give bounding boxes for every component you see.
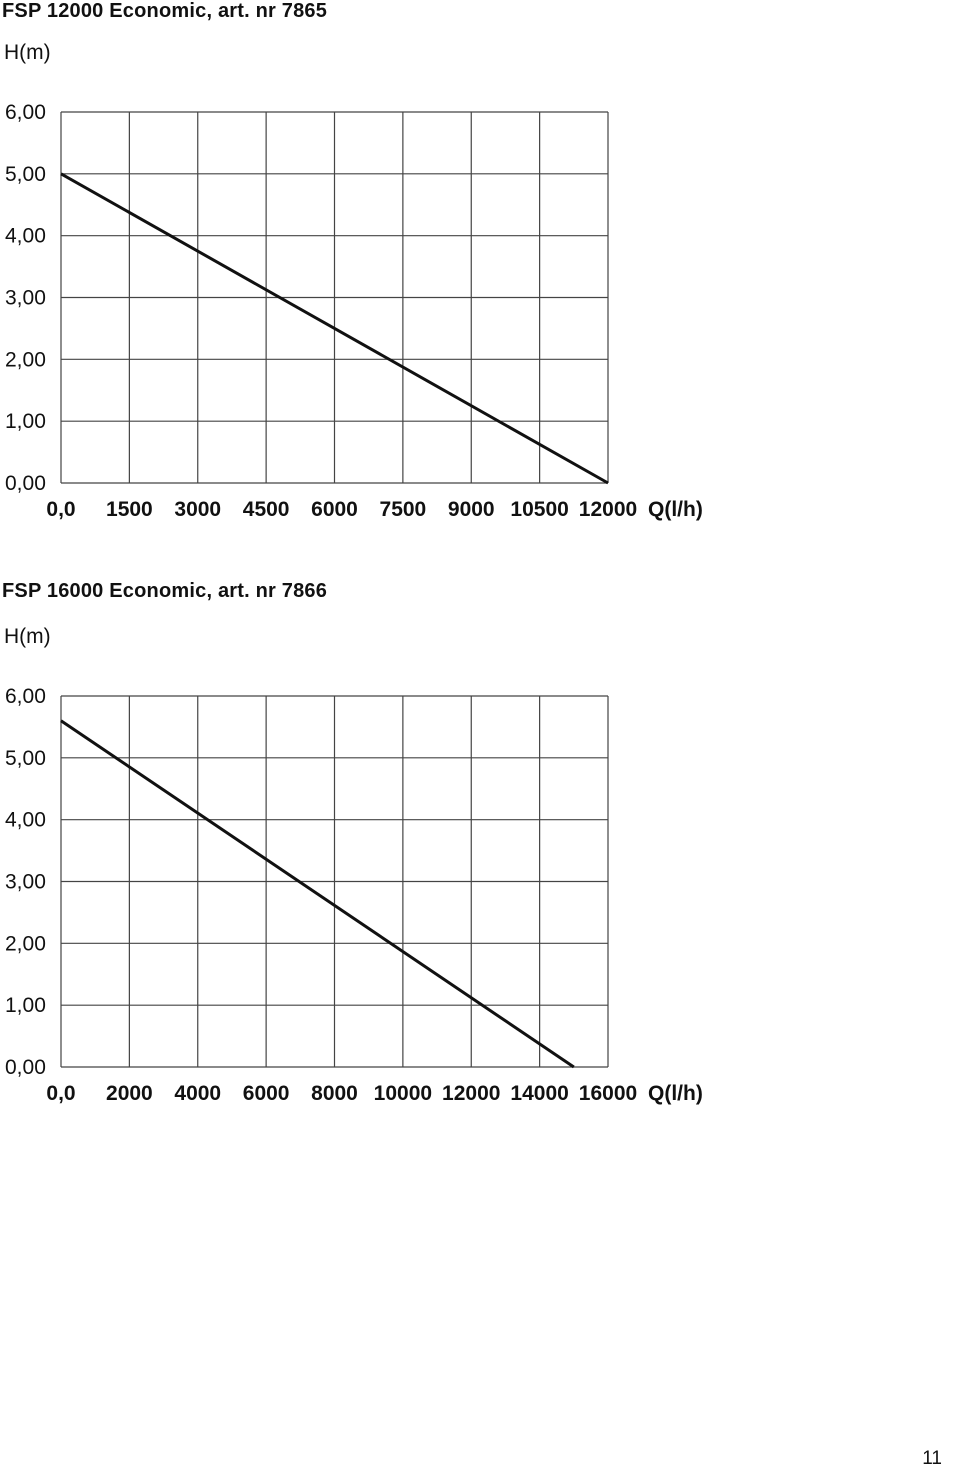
x-tick-label: 0,0 — [46, 498, 75, 521]
x-tick-label: 14000 — [510, 1082, 568, 1105]
y-tick-label: 1,00 — [5, 994, 46, 1017]
y-tick-label: 5,00 — [5, 163, 46, 186]
x-tick-label: 6000 — [243, 1082, 290, 1105]
x-tick-label: 2000 — [106, 1082, 153, 1105]
x-axis-label: Q(l/h) — [648, 1082, 703, 1105]
x-axis-label: Q(l/h) — [648, 498, 703, 521]
x-tick-label: 10000 — [374, 1082, 432, 1105]
chart-title: FSP 16000 Economic, art. nr 7866 — [2, 580, 328, 602]
y-tick-label: 2,00 — [5, 348, 46, 371]
x-tick-label: 8000 — [311, 1082, 358, 1105]
y-tick-label: 1,00 — [5, 410, 46, 433]
x-tick-label: 4000 — [174, 1082, 221, 1105]
chart-2-plot: H(m) 0,00 1,00 2,00 3,00 4,00 5,00 6,00 0,0 2000 4… — [4, 625, 703, 1105]
y-tick-label: 6,00 — [5, 101, 46, 124]
series-line — [60, 719, 575, 1069]
x-tick-label: 12000 — [442, 1082, 500, 1105]
x-tick-label: 12000 — [579, 498, 637, 521]
y-tick-label: 3,00 — [5, 871, 46, 894]
x-tick-label: 9000 — [448, 498, 495, 521]
x-tick-label: 1500 — [106, 498, 153, 521]
x-tick-label: 0,0 — [46, 1082, 75, 1105]
x-tick-label: 16000 — [579, 1082, 637, 1105]
x-tick-label: 6000 — [311, 498, 358, 521]
y-tick-label: 0,00 — [5, 472, 46, 495]
x-tick-label: 4500 — [243, 498, 290, 521]
x-tick-label: 7500 — [380, 498, 427, 521]
grid — [60, 111, 609, 484]
y-tick-label: 6,00 — [5, 685, 46, 708]
y-tick-label: 4,00 — [5, 809, 46, 832]
chart-title: FSP 12000 Economic, art. nr 7865 — [2, 0, 328, 22]
chart-1-plot: H(m) 0,00 1,00 2,00 3,00 4,00 5,00 6,00 0,0 1500 3… — [4, 41, 703, 521]
page-number: 11 — [922, 1448, 942, 1469]
y-tick-label: 0,00 — [5, 1056, 46, 1079]
y-tick-label: 4,00 — [5, 225, 46, 248]
x-tick-label: 10500 — [510, 498, 568, 521]
y-axis-label: H(m) — [4, 625, 51, 648]
y-tick-label: 2,00 — [5, 932, 46, 955]
y-axis-label: H(m) — [4, 41, 51, 64]
y-tick-label: 5,00 — [5, 747, 46, 770]
grid — [60, 695, 609, 1068]
x-tick-label: 3000 — [174, 498, 221, 521]
series-line — [60, 172, 609, 485]
y-tick-label: 3,00 — [5, 287, 46, 310]
